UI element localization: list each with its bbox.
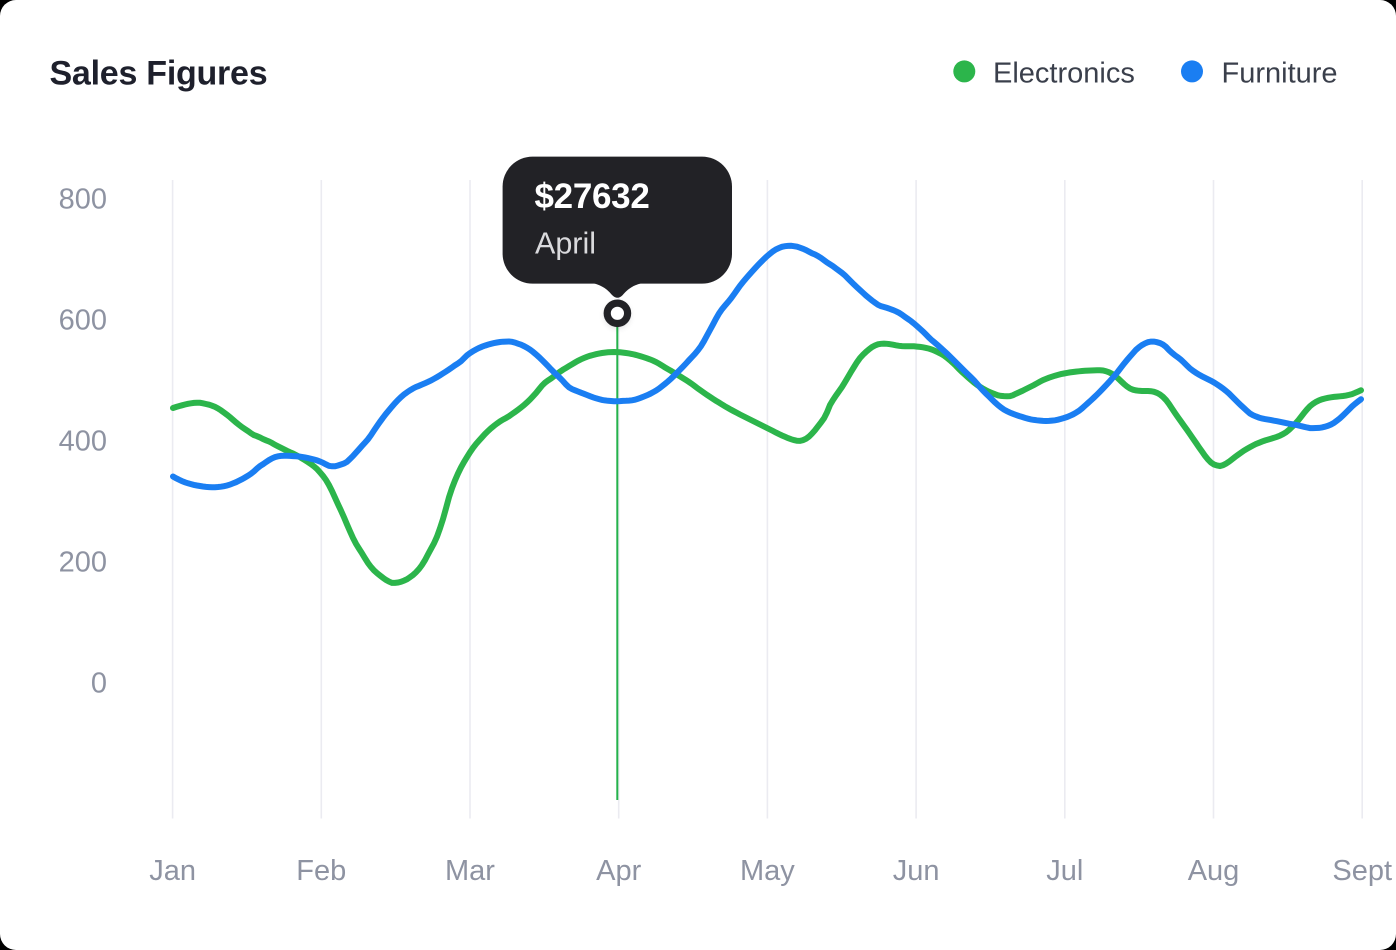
svg-text:Aug: Aug — [1188, 855, 1240, 887]
svg-text:Jun: Jun — [893, 855, 940, 887]
svg-text:Sept: Sept — [1332, 855, 1392, 887]
svg-text:Jul: Jul — [1046, 855, 1083, 887]
svg-text:0: 0 — [91, 668, 107, 700]
svg-text:200: 200 — [59, 547, 107, 579]
svg-text:Mar: Mar — [445, 855, 495, 887]
svg-text:Jan: Jan — [149, 855, 196, 887]
svg-text:Electronics: Electronics — [993, 58, 1135, 90]
svg-text:Apr: Apr — [596, 855, 641, 887]
svg-text:400: 400 — [59, 426, 107, 458]
svg-text:Feb: Feb — [296, 855, 346, 887]
svg-text:May: May — [740, 855, 795, 887]
svg-text:600: 600 — [59, 305, 107, 337]
svg-text:April: April — [535, 227, 596, 261]
svg-text:Sales Figures: Sales Figures — [50, 54, 268, 92]
svg-text:Furniture: Furniture — [1222, 58, 1338, 90]
svg-text:800: 800 — [59, 184, 107, 216]
svg-text:$27632: $27632 — [535, 177, 650, 216]
